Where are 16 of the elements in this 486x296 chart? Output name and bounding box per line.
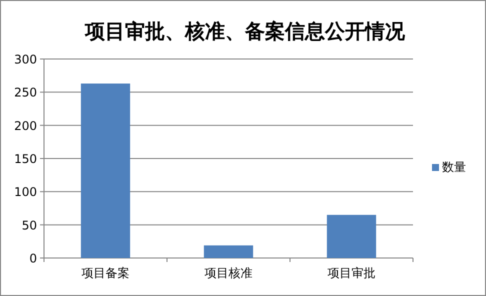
x-tick-label: 项目备案	[82, 266, 130, 280]
bar	[204, 245, 254, 258]
y-tick-label: 0	[29, 252, 37, 266]
x-tick-label: 项目审批	[328, 266, 376, 280]
bar	[80, 84, 130, 258]
x-tick-label: 项目核准	[204, 266, 252, 280]
chart-title: 项目审批、核准、备案信息公开情况	[84, 19, 406, 43]
y-tick-label: 150	[14, 152, 37, 166]
y-tick-label: 300	[14, 52, 37, 66]
bar	[326, 214, 376, 258]
legend: 数量	[432, 160, 466, 174]
legend-label: 数量	[442, 160, 466, 174]
y-tick-label: 100	[14, 185, 37, 200]
y-tick-label: 200	[14, 118, 37, 133]
y-tick-label: 250	[14, 86, 37, 100]
y-tick-label: 50	[22, 218, 37, 232]
